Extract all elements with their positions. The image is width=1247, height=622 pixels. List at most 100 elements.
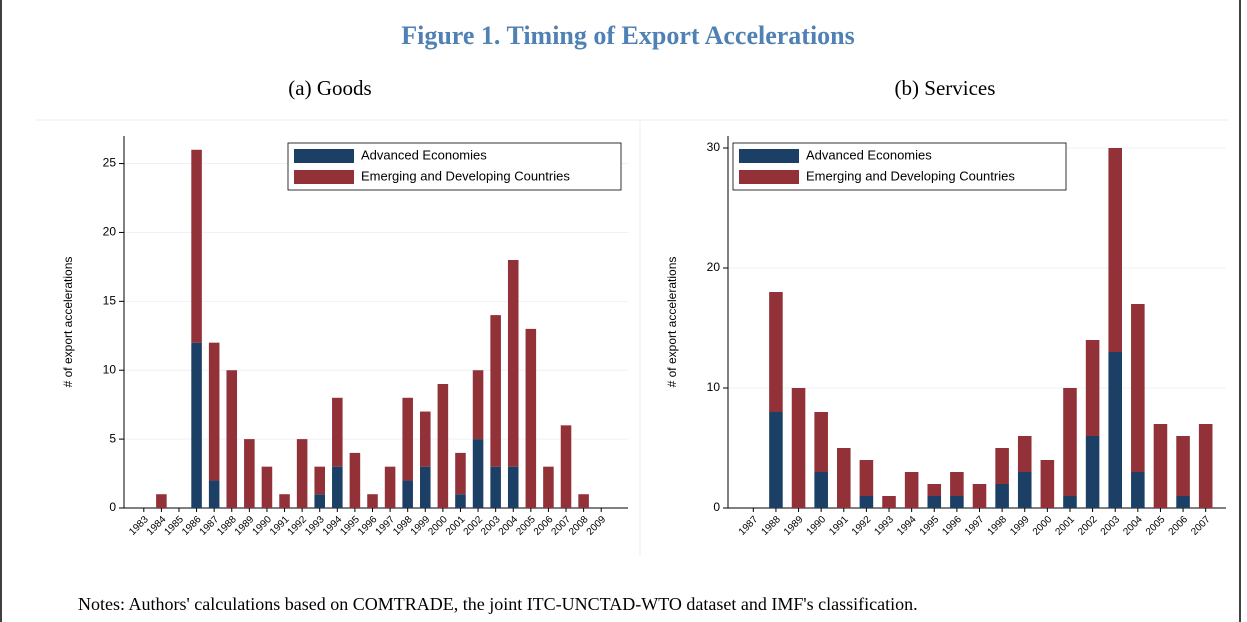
- x-tick-label: 2006: [1167, 514, 1191, 538]
- bar-segment: [261, 466, 273, 508]
- bar-segment: [349, 452, 361, 508]
- bar-segment: [972, 484, 987, 508]
- bar-segment: [420, 466, 431, 508]
- x-tick-label: 2006: [532, 514, 556, 538]
- x-tick-label: 1987: [737, 514, 761, 538]
- x-tick-label: 1985: [162, 514, 186, 538]
- bar-segment: [859, 496, 874, 508]
- bar-segment: [1108, 352, 1122, 508]
- bar-segment: [244, 439, 255, 508]
- y-tick-label: 15: [103, 294, 117, 308]
- bar-segment: [1017, 472, 1032, 508]
- bar-segment: [296, 439, 308, 508]
- x-tick-label: 1988: [215, 514, 239, 538]
- bar-segment: [859, 460, 874, 496]
- figure-title: Figure 1. Timing of Export Accelerations: [401, 21, 855, 50]
- x-tick-label: 1995: [338, 514, 362, 538]
- bar-segment: [837, 448, 851, 508]
- y-tick-label: 5: [109, 431, 116, 445]
- bar-segment: [279, 494, 290, 508]
- x-tick-label: 1986: [180, 514, 204, 538]
- x-tick-label: 1989: [782, 514, 806, 538]
- y-tick-label: 20: [707, 260, 721, 274]
- x-tick-label: 2009: [585, 514, 609, 538]
- y-axis-label: # of export accelerations: [61, 257, 75, 388]
- x-tick-label: 1992: [850, 514, 874, 538]
- x-tick-label: 1990: [250, 514, 274, 538]
- x-tick-label: 1997: [963, 514, 987, 538]
- bar-segment: [814, 472, 828, 508]
- x-tick-label: 2002: [462, 514, 486, 538]
- y-tick-label: 0: [109, 500, 116, 514]
- bar-segment: [191, 149, 202, 343]
- bar-segment: [1131, 472, 1145, 508]
- x-tick-label: 2003: [1099, 514, 1123, 538]
- bar-segment: [420, 411, 431, 467]
- legend-label: Emerging and Developing Countries: [361, 168, 570, 183]
- bar-segment: [1063, 388, 1077, 496]
- bar-segment: [332, 466, 343, 508]
- y-tick-label: 20: [103, 225, 117, 239]
- bar-segment: [904, 472, 919, 508]
- x-tick-label: 1996: [356, 514, 380, 538]
- y-axis-label: # of export accelerations: [665, 257, 679, 388]
- x-tick-label: 2001: [1053, 514, 1077, 538]
- legend-swatch: [739, 170, 799, 184]
- x-tick-label: 2005: [1144, 514, 1168, 538]
- y-tick-label: 10: [103, 362, 117, 376]
- x-tick-label: 2007: [549, 514, 573, 538]
- x-tick-label: 1988: [759, 514, 783, 538]
- bar-segment: [1198, 424, 1213, 508]
- x-tick-label: 2004: [497, 514, 521, 538]
- x-tick-label: 1993: [303, 514, 327, 538]
- bar-segment: [995, 484, 1009, 508]
- bar-segment: [950, 472, 964, 496]
- bar-segment: [314, 466, 325, 495]
- x-tick-label: 1995: [918, 514, 942, 538]
- bar-segment: [191, 342, 202, 508]
- bar-segment: [1017, 436, 1032, 472]
- legend-label: Emerging and Developing Countries: [806, 168, 1015, 183]
- x-tick-label: 2007: [1189, 514, 1213, 538]
- x-tick-label: 1992: [286, 514, 310, 538]
- bar-segment: [490, 466, 501, 508]
- bar-segment: [1085, 340, 1100, 436]
- bar-segment: [927, 496, 942, 508]
- x-tick-label: 1991: [827, 514, 851, 538]
- bar-segment: [507, 466, 519, 508]
- bar-segment: [472, 370, 484, 440]
- panel-subtitle: (a) Goods: [288, 76, 371, 100]
- bar-segment: [402, 480, 413, 508]
- bar-segment: [1063, 496, 1077, 508]
- bar-segment: [769, 292, 783, 412]
- bar-segment: [578, 494, 589, 508]
- bar-segment: [472, 439, 484, 508]
- bar-segment: [560, 425, 572, 508]
- x-tick-label: 1999: [1008, 514, 1032, 538]
- x-tick-label: 1994: [321, 514, 345, 538]
- x-tick-label: 2003: [479, 514, 503, 538]
- x-tick-label: 1997: [374, 514, 398, 538]
- y-tick-label: 30: [707, 140, 721, 154]
- x-tick-label: 2008: [567, 514, 591, 538]
- bar-segment: [156, 494, 167, 508]
- y-tick-label: 25: [103, 156, 117, 170]
- bar-segment: [882, 496, 896, 508]
- x-tick-label: 1987: [198, 514, 222, 538]
- x-tick-label: 2005: [514, 514, 538, 538]
- legend-label: Advanced Economies: [361, 147, 487, 162]
- x-tick-label: 2000: [426, 514, 450, 538]
- x-tick-label: 1991: [268, 514, 292, 538]
- legend-swatch: [739, 149, 799, 163]
- bar-segment: [1040, 460, 1055, 508]
- bar-segment: [507, 260, 519, 467]
- y-tick-label: 0: [713, 500, 720, 514]
- x-tick-label: 1984: [145, 514, 169, 538]
- x-tick-label: 2004: [1121, 514, 1145, 538]
- x-tick-label: 1998: [986, 514, 1010, 538]
- x-tick-label: 1990: [805, 514, 829, 538]
- y-tick-label: 10: [707, 380, 721, 394]
- x-tick-label: 1996: [940, 514, 964, 538]
